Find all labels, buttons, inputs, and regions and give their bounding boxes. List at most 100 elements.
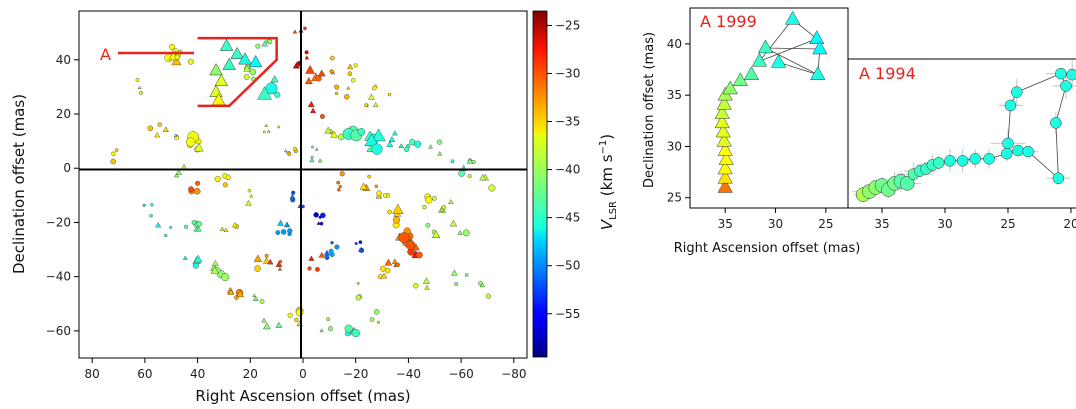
spot-1999 xyxy=(809,30,825,44)
maser-spot-triangle xyxy=(212,259,219,267)
main-x-ticks: 80 60 40 20 0 −20 −40 −60 −80 xyxy=(85,358,526,381)
feature-a-spot xyxy=(209,84,223,97)
maser-spot-triangle xyxy=(210,266,219,274)
maser-spot xyxy=(403,146,410,153)
maser-spot-triangle xyxy=(308,255,315,261)
maser-spot-triangle xyxy=(261,40,268,47)
maser-spot xyxy=(450,159,455,164)
feature-a-spot xyxy=(214,73,229,87)
maser-spot xyxy=(328,326,333,332)
motion-link xyxy=(1055,122,1059,179)
maser-spot-triangle xyxy=(323,249,331,256)
motion-link xyxy=(1007,105,1011,144)
spot-1999 xyxy=(716,95,732,110)
feature-a-spot xyxy=(248,54,263,68)
colorbar-tick-label: −50 xyxy=(555,259,580,273)
maser-spot xyxy=(319,221,324,226)
spot-1994 xyxy=(1002,137,1014,150)
spot-1994 xyxy=(1012,144,1024,157)
maser-spot xyxy=(357,127,366,136)
maser-spot xyxy=(485,293,492,299)
maser-spot-triangle xyxy=(304,76,313,85)
maser-spot-triangle xyxy=(155,221,162,228)
maser-spot-triangle xyxy=(424,284,430,290)
maser-spot xyxy=(373,309,380,315)
maser-spot xyxy=(294,317,299,323)
colorbar-tick-label: −35 xyxy=(555,115,580,129)
y-tick-label: 40 xyxy=(56,53,71,67)
spot-1994 xyxy=(956,155,969,167)
maser-spot-triangle xyxy=(253,254,263,262)
maser-spot-triangle xyxy=(392,130,398,136)
colorbar-gradient xyxy=(532,10,548,358)
spot-1999 xyxy=(810,66,826,80)
maser-spot-triangle xyxy=(384,258,393,266)
spot-1999 xyxy=(718,151,734,166)
maser-spot-triangle xyxy=(431,230,441,238)
maser-spot xyxy=(387,209,392,215)
maser-spot xyxy=(334,84,340,90)
maser-spot xyxy=(196,221,202,227)
colorbar-label-exp: −1 xyxy=(598,140,609,155)
maser-spot xyxy=(414,140,422,148)
colorbar-tick-label: −55 xyxy=(555,307,580,321)
maser-spot xyxy=(358,240,363,245)
spot-1994 xyxy=(899,176,915,191)
maser-spot-triangle xyxy=(359,182,368,190)
main-scatter-panel: A 80 60 40 20 0 −20 −40 −60 −80 −60 −40 −20 0 20 40 R… xyxy=(10,10,528,405)
colorbar: −25 −30 −35 −40 −45 −50 −55 VLSR (km s−1) xyxy=(532,10,619,358)
maser-spot xyxy=(310,155,314,159)
main-x-axis-label: Right Ascension offset (mas) xyxy=(195,387,410,405)
spot-1994 xyxy=(1050,117,1062,129)
colorbar-label-v: V xyxy=(598,218,616,230)
maser-spot xyxy=(221,273,230,282)
maser-spot-triangle xyxy=(264,123,268,127)
maser-spot xyxy=(184,224,189,229)
maser-spot xyxy=(347,71,353,76)
x-tick-label: 0 xyxy=(299,367,307,381)
maser-spot xyxy=(353,63,358,68)
spot-1999 xyxy=(732,72,748,87)
maser-spot xyxy=(303,26,307,31)
maser-spot xyxy=(337,188,341,192)
maser-spot xyxy=(114,148,119,152)
maser-spot-triangle xyxy=(270,75,279,83)
maser-spot xyxy=(454,281,459,286)
maser-spot xyxy=(344,94,350,100)
maser-spot-triangle xyxy=(371,128,386,142)
maser-spot xyxy=(334,244,340,250)
maser-spot-triangle xyxy=(437,151,443,156)
spot-1994 xyxy=(983,153,995,165)
maser-spot xyxy=(425,196,433,204)
maser-spot xyxy=(329,69,334,74)
x-tick-label: 60 xyxy=(137,367,152,381)
maser-spot xyxy=(376,190,382,197)
maser-spot-triangle xyxy=(277,219,284,226)
spot-1994 xyxy=(1022,145,1034,158)
maser-spot-triangle xyxy=(391,258,398,264)
maser-spot xyxy=(488,184,496,192)
maser-spot-triangle xyxy=(307,100,315,108)
maser-spot xyxy=(334,91,339,96)
spot-1999 xyxy=(743,66,760,80)
x-tick-label: 80 xyxy=(85,367,100,381)
maser-spot xyxy=(432,196,437,201)
maser-spot xyxy=(187,58,194,65)
motion-link xyxy=(1027,151,1059,179)
inset-y-tick-label: 35 xyxy=(667,88,682,102)
maser-spot-triangle xyxy=(368,93,375,100)
maser-spot xyxy=(395,262,401,268)
inset-1999-panel: A 1999 35 30 25 35 30 25 20 25 30 35 40 Right Asc… xyxy=(642,7,1076,256)
maser-spot xyxy=(369,317,375,322)
spot-1994 xyxy=(1066,68,1076,81)
maser-spot xyxy=(275,230,281,236)
maser-spot xyxy=(367,174,372,179)
maser-spot xyxy=(221,173,228,179)
colorbar-label-units: (km s xyxy=(598,154,616,201)
maser-spot xyxy=(355,294,362,301)
maser-spot-triangle xyxy=(428,144,433,149)
maser-spot xyxy=(376,320,380,324)
maser-spot xyxy=(243,74,250,80)
main-points-layer xyxy=(110,26,496,338)
maser-spot xyxy=(398,232,410,244)
